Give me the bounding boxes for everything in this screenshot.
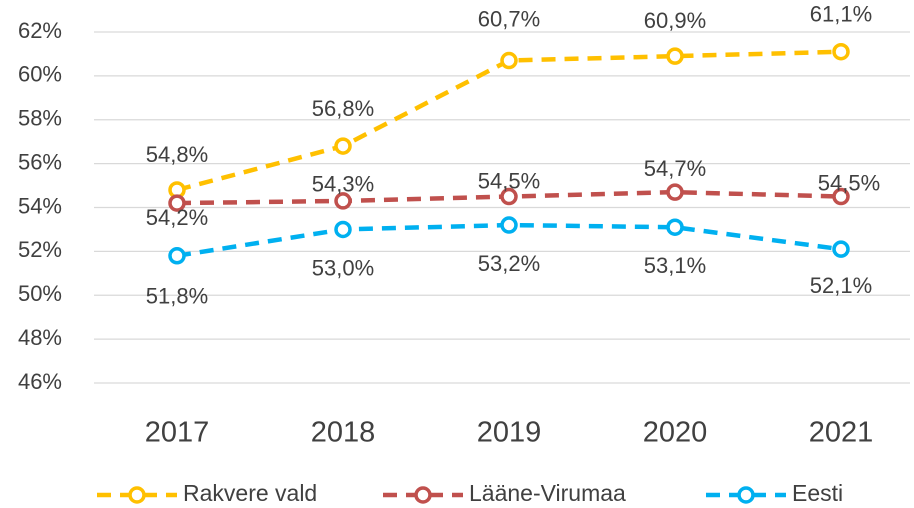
data-label: 61,1%: [810, 2, 872, 27]
point-marker: [334, 137, 352, 155]
y-tick-label: 54%: [18, 193, 62, 218]
data-label: 53,2%: [478, 251, 540, 276]
data-label: 54,3%: [312, 172, 374, 197]
data-label: 60,9%: [644, 8, 706, 33]
data-label: 54,7%: [644, 156, 706, 181]
legend-label: Eesti: [792, 480, 843, 506]
point-marker: [334, 220, 352, 239]
legend-marker: [128, 486, 146, 504]
x-tick-label: 2020: [643, 417, 708, 449]
point-marker: [832, 187, 850, 206]
x-tick-label: 2018: [311, 417, 376, 449]
point-marker: [666, 183, 684, 201]
data-label: 52,1%: [810, 273, 872, 298]
legend-label: Lääne-Virumaa: [469, 480, 626, 506]
y-tick-label: 60%: [18, 62, 62, 87]
data-label: 54,8%: [146, 142, 208, 167]
y-tick-label: 48%: [18, 325, 62, 350]
y-tick-label: 58%: [18, 106, 62, 131]
point-marker: [666, 47, 684, 65]
data-label: 51,8%: [146, 284, 208, 309]
point-marker: [500, 216, 518, 234]
point-marker: [168, 194, 186, 212]
point-marker: [832, 240, 850, 258]
data-label: 54,2%: [146, 205, 208, 230]
y-tick-label: 52%: [18, 237, 62, 262]
y-tick-label: 62%: [18, 18, 62, 43]
data-label: 56,8%: [312, 96, 374, 121]
point-marker: [666, 218, 684, 236]
data-label: 53,1%: [644, 253, 706, 278]
point-marker: [500, 51, 518, 70]
point-marker: [500, 187, 518, 206]
x-tick-label: 2019: [477, 417, 542, 449]
y-tick-label: 56%: [18, 149, 62, 174]
legend-marker: [414, 486, 432, 504]
point-marker: [334, 192, 352, 210]
point-marker: [168, 247, 186, 265]
legend-marker: [737, 486, 755, 504]
data-label: 54,5%: [478, 168, 540, 193]
data-label: 53,0%: [312, 255, 374, 280]
data-label: 54,5%: [818, 170, 880, 195]
legend-label: Rakvere vald: [183, 480, 317, 506]
y-tick-label: 46%: [18, 369, 62, 394]
point-marker: [832, 42, 850, 61]
x-tick-label: 2017: [145, 417, 210, 449]
data-label: 60,7%: [478, 6, 540, 31]
x-tick-label: 2021: [809, 417, 874, 449]
y-tick-label: 50%: [18, 281, 62, 306]
